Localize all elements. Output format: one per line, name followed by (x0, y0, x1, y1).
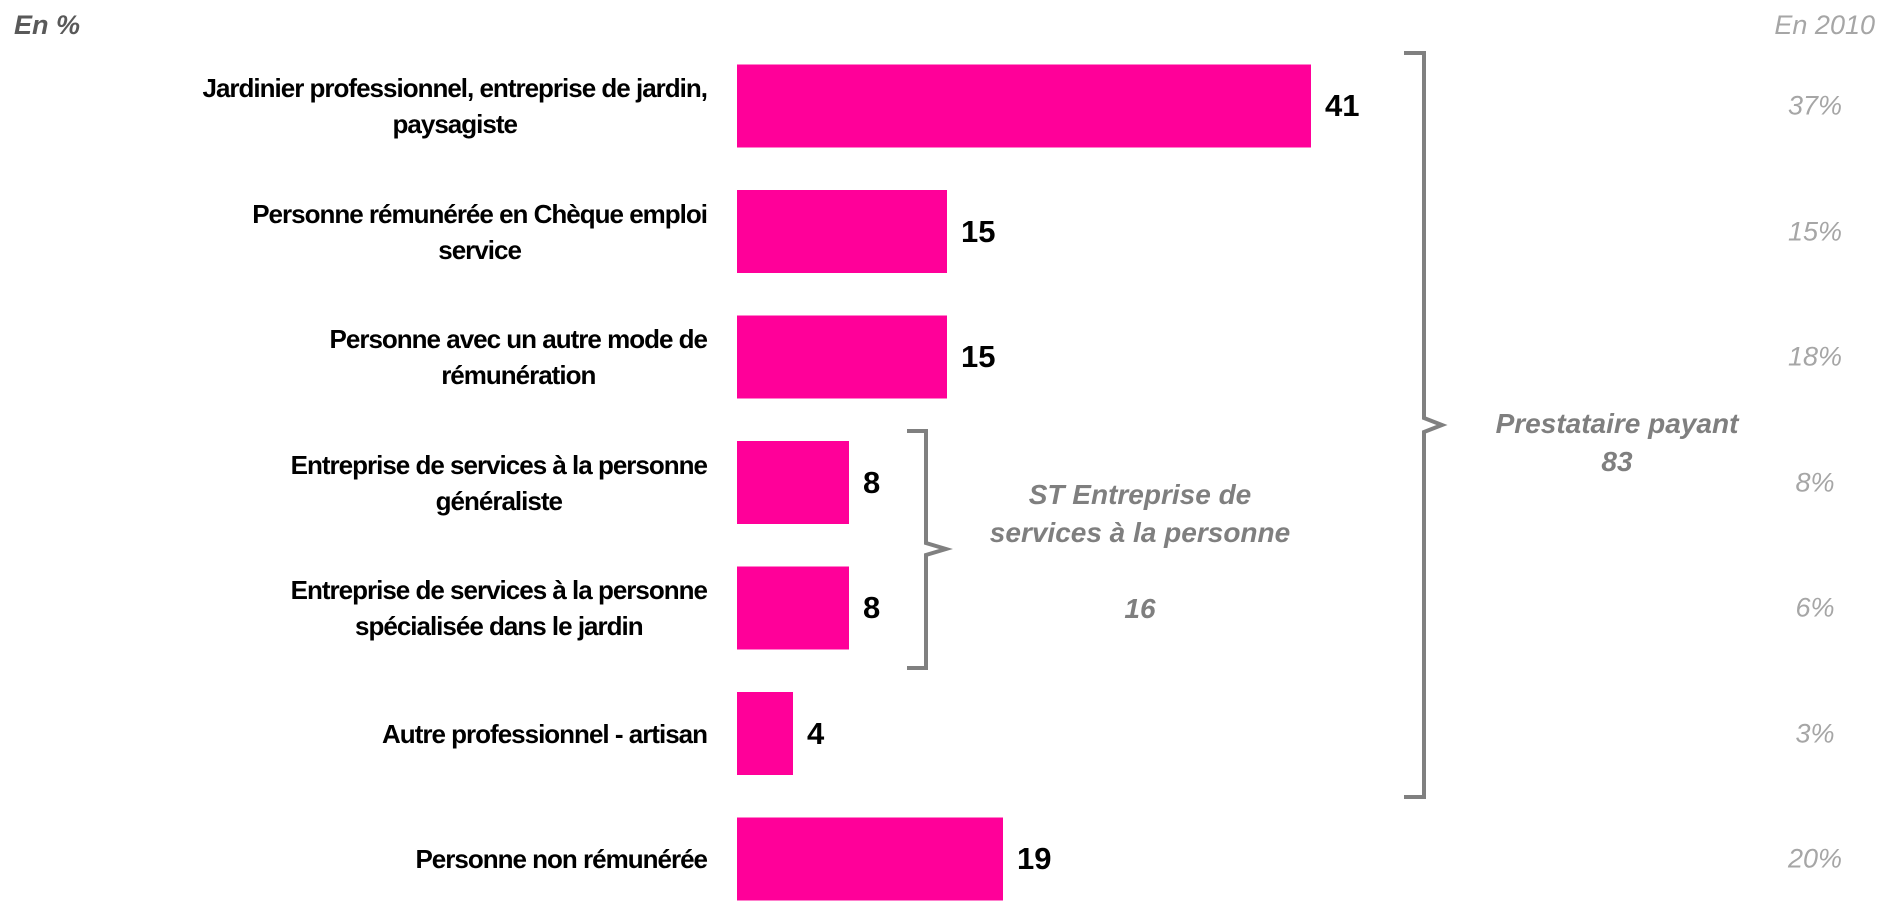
comparison-value: 8% (1795, 467, 1835, 497)
value-label: 15 (961, 213, 996, 249)
value-label: 4 (807, 715, 825, 751)
comparison-value: 3% (1795, 718, 1835, 748)
category-label: Personne non rémunérée (415, 844, 708, 874)
category-label: Entreprise de services à la personne gén… (290, 449, 708, 516)
group-label: ST Entreprise de services à la personne (989, 479, 1291, 548)
group-label: Prestataire payant (1495, 408, 1739, 439)
bar (737, 64, 1311, 148)
group-value: 16 (1124, 593, 1156, 624)
comparison-value: 15% (1787, 216, 1843, 246)
category-label: Personne rémunérée en Chèque emploi serv… (252, 198, 708, 265)
category-label: Jardinier professionnel, entreprise de j… (202, 73, 708, 139)
bar (737, 441, 849, 524)
category-label: Autre professionnel - artisan (382, 718, 708, 749)
bar (737, 692, 793, 775)
comparison-value: 37% (1787, 90, 1843, 121)
unit-label: En % (14, 10, 81, 40)
category-label: Personne avec un autre mode de rémunérat… (329, 324, 708, 390)
bar (737, 566, 849, 650)
comparison-value: 6% (1795, 592, 1835, 623)
comparison-value: 20% (1787, 843, 1843, 874)
value-label: 41 (1325, 88, 1360, 123)
group-value: 83 (1601, 446, 1633, 477)
value-label: 8 (863, 590, 881, 625)
comparison-header: En 2010 (1774, 10, 1875, 40)
bar (737, 817, 1003, 901)
group: ST Entreprise de services à la personne … (990, 438, 1290, 666)
group: Prestataire payant 83 (1496, 405, 1739, 481)
category-label: Entreprise de services à la personne spé… (290, 575, 708, 641)
bar (737, 315, 947, 399)
bar (737, 190, 947, 273)
value-label: 15 (961, 339, 996, 374)
group-bracket (907, 429, 953, 670)
group-bracket (1404, 51, 1448, 799)
value-label: 19 (1017, 841, 1052, 876)
value-label: 8 (863, 464, 881, 500)
comparison-value: 18% (1787, 341, 1843, 372)
